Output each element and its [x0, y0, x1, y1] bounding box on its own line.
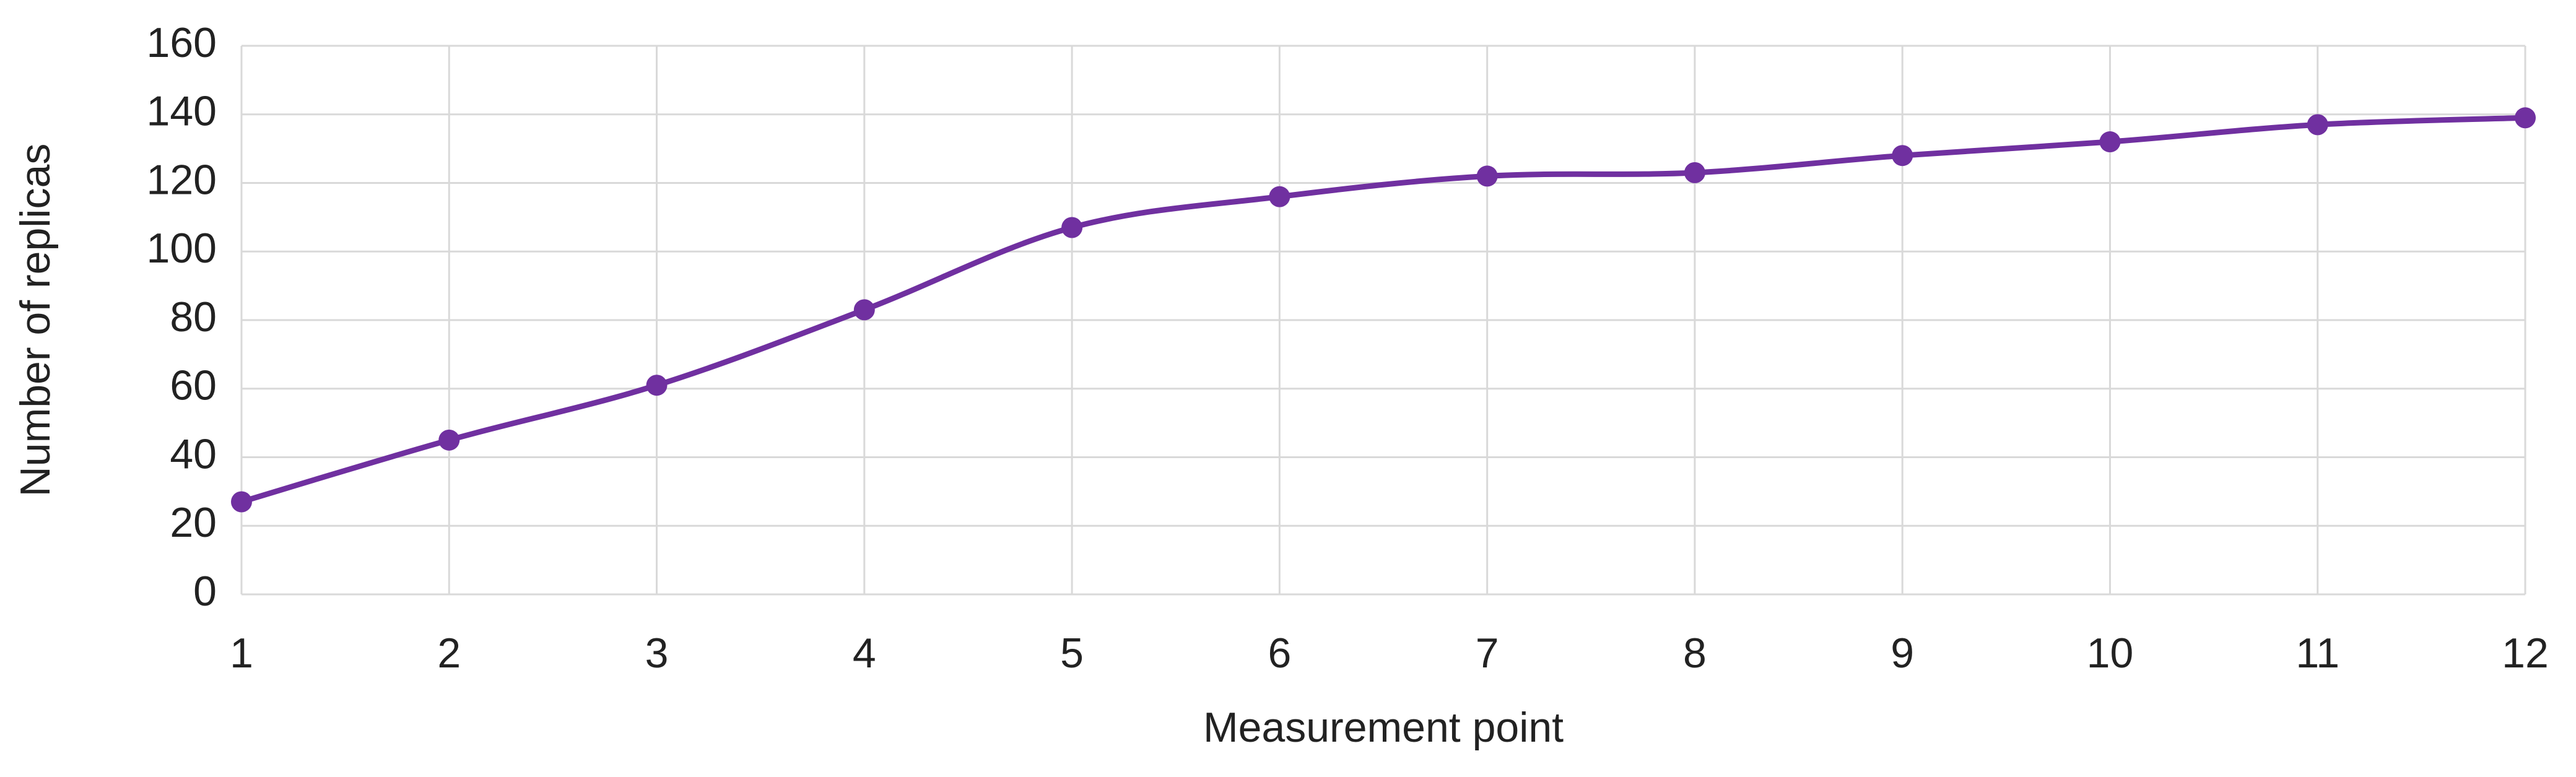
y-tick-label: 100 — [147, 225, 217, 272]
marker — [231, 491, 252, 513]
x-tick-label: 6 — [1268, 630, 1291, 677]
marker — [1269, 186, 1290, 207]
y-tick-label: 40 — [170, 430, 217, 477]
marker — [1061, 217, 1083, 238]
y-tick-label: 20 — [170, 499, 217, 546]
x-tick-label: 7 — [1476, 630, 1499, 677]
x-tick-label: 5 — [1060, 630, 1084, 677]
x-tick-label: 12 — [2502, 630, 2549, 677]
line — [240, 115, 2526, 505]
marker — [2307, 114, 2328, 136]
y-tick-label: 140 — [147, 88, 217, 135]
marker — [1892, 145, 1913, 167]
marker — [2515, 107, 2536, 129]
y-tick-label: 120 — [147, 156, 217, 203]
marker — [438, 429, 460, 451]
x-tick-label: 1 — [230, 630, 253, 677]
marker — [1476, 165, 1498, 187]
x-tick-label: 3 — [645, 630, 669, 677]
y-tick-label: 0 — [193, 568, 217, 615]
y-axis-title: Number of replicas — [12, 144, 59, 497]
marker — [1684, 162, 1705, 183]
marker — [853, 299, 875, 321]
marker — [646, 375, 668, 396]
x-axis-title: Measurement point — [1203, 704, 1564, 751]
marker — [2099, 131, 2121, 153]
y-tick-label: 160 — [147, 19, 217, 66]
x-tick-label: 9 — [1891, 630, 1914, 677]
y-tick-label: 80 — [170, 293, 217, 341]
y-tick-label: 60 — [170, 362, 217, 409]
x-tick-label: 8 — [1683, 630, 1707, 677]
x-tick-label: 10 — [2087, 630, 2134, 677]
x-tick-label: 4 — [853, 630, 876, 677]
x-tick-label: 11 — [2295, 630, 2339, 677]
x-tick-label: 2 — [437, 630, 461, 677]
